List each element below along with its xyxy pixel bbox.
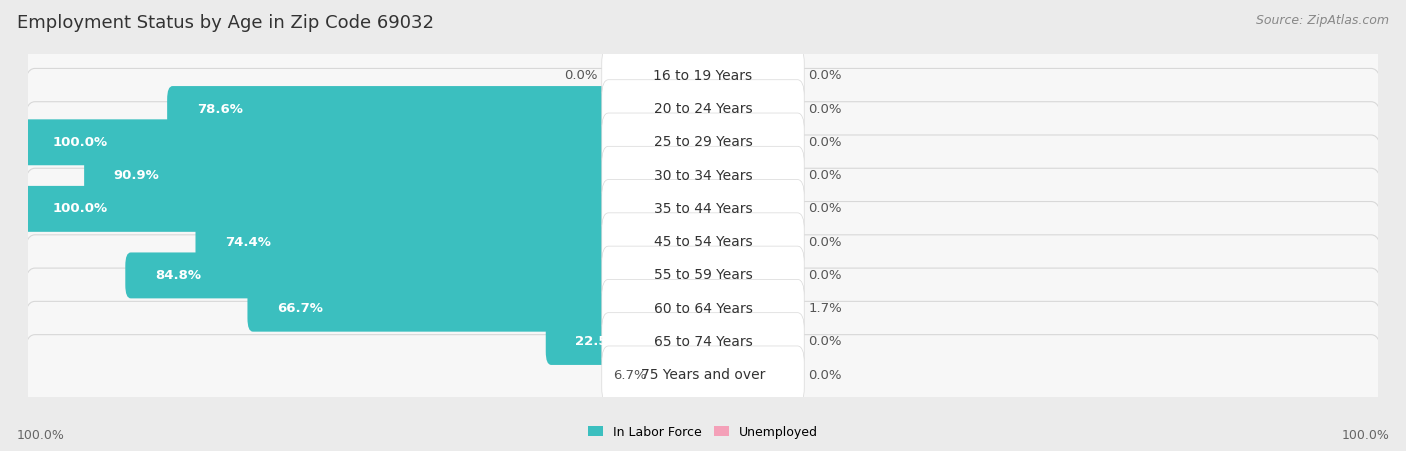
Text: 90.9%: 90.9% [114,169,159,182]
Text: 0.0%: 0.0% [564,69,598,82]
Text: 100.0%: 100.0% [1341,429,1389,442]
FancyBboxPatch shape [652,352,709,398]
Text: 0.0%: 0.0% [808,136,842,149]
FancyBboxPatch shape [546,319,709,365]
Text: Source: ZipAtlas.com: Source: ZipAtlas.com [1256,14,1389,27]
FancyBboxPatch shape [602,313,804,371]
FancyBboxPatch shape [697,152,803,198]
Text: 65 to 74 Years: 65 to 74 Years [654,335,752,349]
Text: 22.5%: 22.5% [575,336,621,349]
Text: 0.0%: 0.0% [808,69,842,82]
Text: 25 to 29 Years: 25 to 29 Years [654,135,752,149]
Text: 0.0%: 0.0% [808,235,842,249]
FancyBboxPatch shape [24,202,1382,283]
FancyBboxPatch shape [697,186,803,232]
FancyBboxPatch shape [602,213,804,272]
Text: 0.0%: 0.0% [808,169,842,182]
Text: 60 to 64 Years: 60 to 64 Years [654,302,752,316]
FancyBboxPatch shape [602,346,804,405]
Text: 0.0%: 0.0% [808,369,842,382]
FancyBboxPatch shape [602,113,804,171]
Text: 74.4%: 74.4% [225,235,271,249]
FancyBboxPatch shape [697,319,803,365]
Text: 0.0%: 0.0% [808,202,842,216]
FancyBboxPatch shape [84,152,709,198]
FancyBboxPatch shape [697,219,803,265]
Text: 0.0%: 0.0% [808,336,842,349]
Text: 84.8%: 84.8% [155,269,201,282]
Text: 35 to 44 Years: 35 to 44 Years [654,202,752,216]
FancyBboxPatch shape [602,146,804,205]
FancyBboxPatch shape [602,246,804,305]
Text: 30 to 34 Years: 30 to 34 Years [654,169,752,183]
Text: 20 to 24 Years: 20 to 24 Years [654,102,752,116]
FancyBboxPatch shape [697,53,803,99]
FancyBboxPatch shape [602,80,804,138]
FancyBboxPatch shape [195,219,709,265]
FancyBboxPatch shape [22,120,709,165]
Text: 100.0%: 100.0% [52,136,107,149]
FancyBboxPatch shape [247,286,709,331]
Text: 45 to 54 Years: 45 to 54 Years [654,235,752,249]
FancyBboxPatch shape [167,86,709,132]
FancyBboxPatch shape [602,280,804,338]
FancyBboxPatch shape [24,135,1382,216]
Text: 0.0%: 0.0% [808,102,842,115]
FancyBboxPatch shape [24,102,1382,183]
Text: 6.7%: 6.7% [613,369,647,382]
FancyBboxPatch shape [697,253,803,299]
Text: 75 Years and over: 75 Years and over [641,368,765,382]
FancyBboxPatch shape [24,335,1382,416]
FancyBboxPatch shape [24,301,1382,382]
FancyBboxPatch shape [697,286,803,331]
FancyBboxPatch shape [602,179,804,238]
FancyBboxPatch shape [697,120,803,165]
FancyBboxPatch shape [24,168,1382,249]
FancyBboxPatch shape [125,253,709,299]
Text: 100.0%: 100.0% [52,202,107,216]
FancyBboxPatch shape [22,186,709,232]
Text: 0.0%: 0.0% [808,269,842,282]
Text: 66.7%: 66.7% [277,302,323,315]
Text: 16 to 19 Years: 16 to 19 Years [654,69,752,83]
Text: 78.6%: 78.6% [197,102,243,115]
FancyBboxPatch shape [24,35,1382,116]
FancyBboxPatch shape [24,235,1382,316]
FancyBboxPatch shape [24,69,1382,150]
Legend: In Labor Force, Unemployed: In Labor Force, Unemployed [588,426,818,439]
Text: 1.7%: 1.7% [808,302,842,315]
FancyBboxPatch shape [697,352,803,398]
Text: Employment Status by Age in Zip Code 69032: Employment Status by Age in Zip Code 690… [17,14,434,32]
Text: 100.0%: 100.0% [17,429,65,442]
FancyBboxPatch shape [602,46,804,105]
FancyBboxPatch shape [697,86,803,132]
Text: 55 to 59 Years: 55 to 59 Years [654,268,752,282]
FancyBboxPatch shape [24,268,1382,349]
